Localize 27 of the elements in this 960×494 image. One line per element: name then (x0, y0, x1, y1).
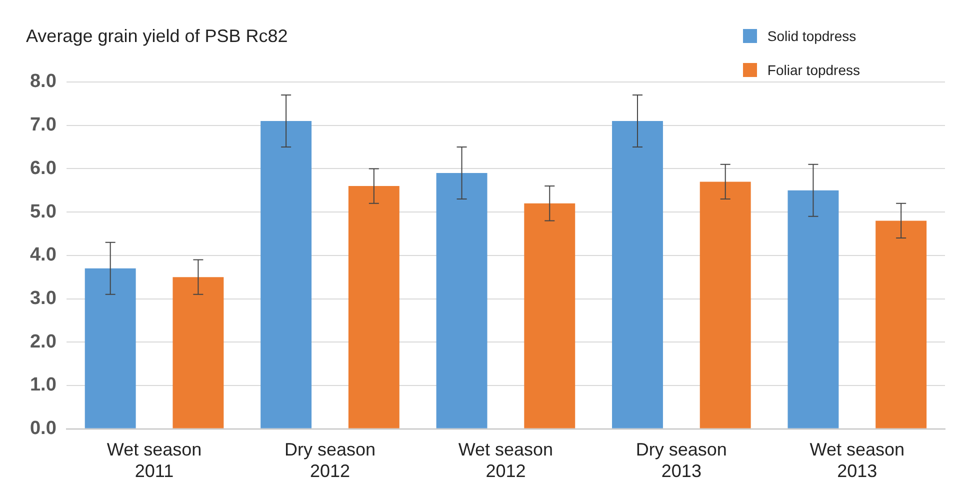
y-tick-label: 7.0 (30, 114, 56, 136)
x-tick-label: Dry season 2013 (636, 440, 727, 482)
legend-label: Foliar topdress (767, 62, 860, 78)
y-tick-label: 0.0 (30, 418, 56, 440)
bar (260, 121, 312, 428)
bar (876, 220, 927, 428)
y-tick-label: 5.0 (30, 201, 56, 222)
legend-label: Solid topdress (767, 28, 856, 44)
y-tick-label: 6.0 (30, 158, 56, 179)
chart-title: Average grain yield of PSB Rc82 (26, 26, 288, 47)
bar (348, 186, 400, 428)
y-tick-label: 4.0 (30, 244, 56, 266)
bar (84, 268, 136, 428)
x-tick-label: Wet season 2012 (458, 440, 554, 482)
bar (612, 121, 663, 428)
x-tick-label: Wet season 2013 (810, 440, 905, 482)
bar (700, 182, 751, 428)
x-tick-label: Dry season 2012 (284, 440, 376, 482)
x-tick-label: Wet season 2011 (106, 440, 202, 482)
y-tick-label: 1.0 (30, 374, 56, 396)
bar (436, 173, 488, 428)
y-tick-label: 2.0 (30, 331, 56, 352)
bar (524, 203, 576, 428)
bar (172, 277, 224, 428)
y-tick-label: 3.0 (30, 288, 56, 309)
bar (788, 190, 839, 428)
y-tick-label: 8.0 (30, 71, 56, 92)
